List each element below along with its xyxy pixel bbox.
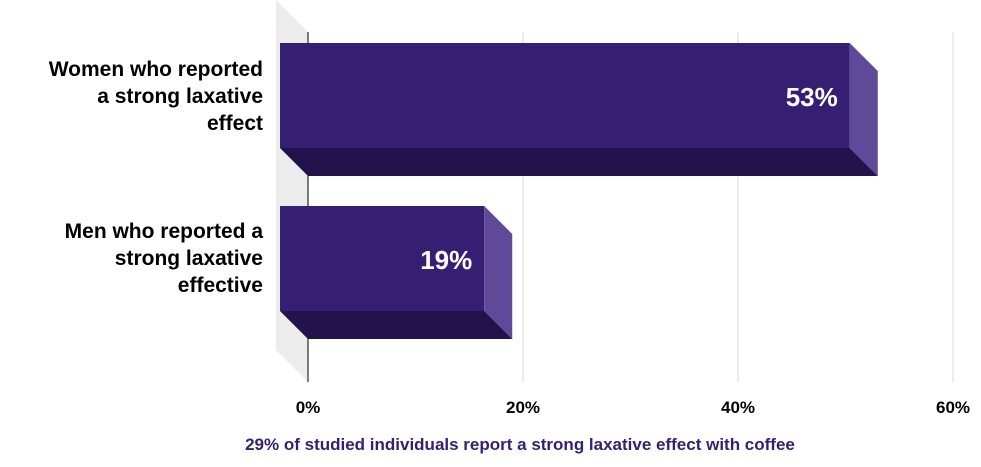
x-tick-label: 20%	[506, 398, 540, 417]
category-label-line: Men who reported a	[64, 220, 263, 243]
x-tick-label: 0%	[296, 398, 321, 417]
x-tick-label: 40%	[721, 398, 755, 417]
bar-bottom-face	[280, 311, 513, 339]
x-tick-label: 60%	[936, 398, 970, 417]
bar-side-face	[484, 206, 513, 339]
data-label: 19%	[420, 245, 472, 275]
category-label-women: Women who reported a strong laxative eff…	[3, 56, 263, 137]
bar-front-face	[280, 206, 485, 311]
x-axis-tick-labels: 0% 20% 40% 60%	[296, 398, 970, 417]
bar	[280, 206, 513, 339]
category-label-line: Women who reported	[48, 58, 263, 81]
bars	[280, 43, 878, 339]
category-label-line: a strong laxative	[97, 85, 263, 108]
bar-side-face	[849, 43, 878, 176]
data-label: 53%	[786, 82, 838, 112]
bar-bottom-face	[280, 148, 878, 176]
bar-front-face	[280, 43, 850, 148]
category-label-line: effective	[177, 274, 263, 297]
category-label-line: strong laxative	[114, 247, 263, 270]
bar	[280, 43, 878, 176]
category-label-line: effect	[206, 112, 263, 135]
chart-caption: 29% of studied individuals report a stro…	[245, 435, 795, 454]
data-labels: 53% 19%	[420, 82, 838, 275]
category-label-men: Men who reported a strong laxative effec…	[3, 218, 263, 299]
